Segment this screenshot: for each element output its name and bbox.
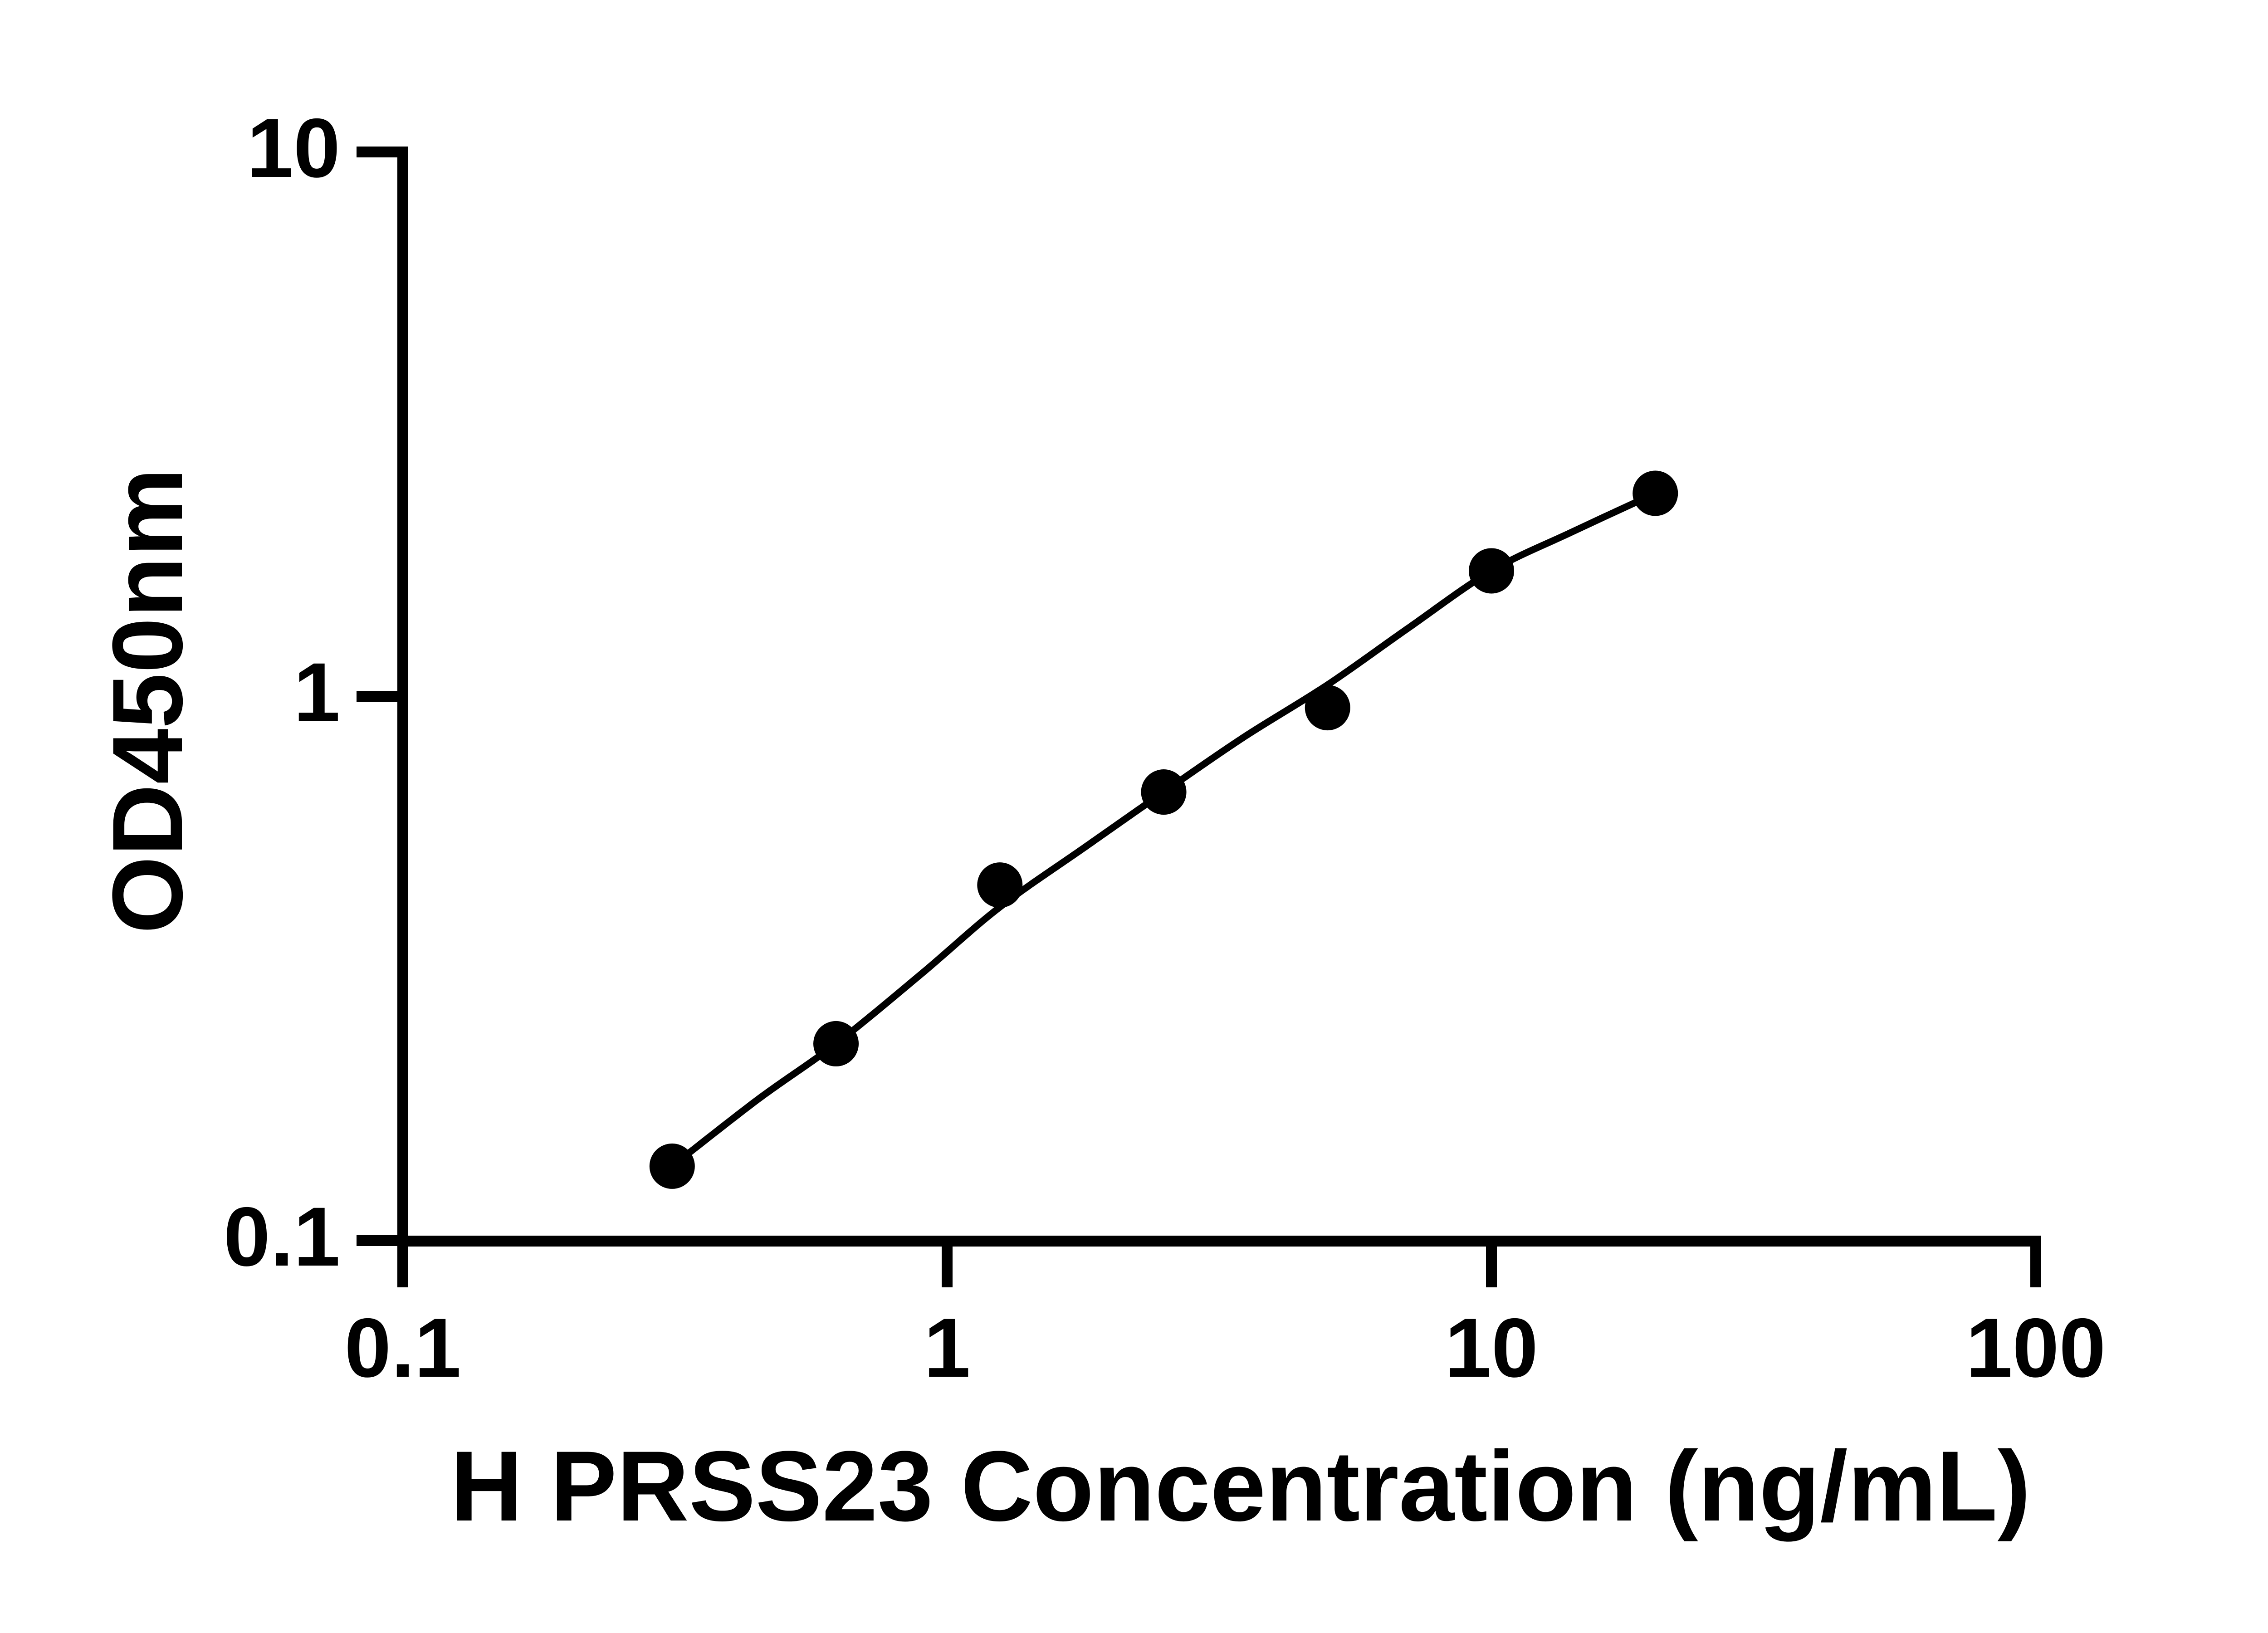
data-point-marker — [1469, 548, 1514, 594]
y-tick-label: 1 — [293, 646, 340, 739]
x-tick-mark — [942, 1247, 953, 1287]
y-tick-label: 0.1 — [223, 1190, 340, 1284]
x-tick-mark — [2030, 1247, 2041, 1287]
y-tick-mark — [357, 1235, 397, 1246]
data-point-marker — [1305, 685, 1350, 731]
y-tick-mark — [357, 691, 397, 702]
x-tick-mark — [1486, 1247, 1497, 1287]
y-tick-mark — [357, 147, 397, 157]
data-point-marker — [1141, 769, 1187, 815]
x-axis-title: H PRSS23 Concentration (ng/mL) — [450, 1430, 2031, 1542]
data-point-marker — [813, 1021, 859, 1066]
x-tick-label: 0.1 — [344, 1301, 461, 1395]
x-tick-mark — [397, 1247, 408, 1287]
x-tick-label: 100 — [1965, 1301, 2106, 1395]
y-tick-label: 10 — [247, 102, 340, 195]
x-tick-label: 10 — [1445, 1301, 1538, 1395]
x-tick-label: 1 — [924, 1301, 971, 1395]
data-point-marker — [977, 862, 1023, 908]
fit-curve-line — [669, 490, 1659, 1170]
data-point-marker — [649, 1143, 695, 1189]
data-point-marker — [1633, 470, 1678, 516]
x-axis-line — [397, 1236, 2041, 1247]
y-axis-title: OD450nm — [92, 468, 203, 934]
y-axis-line — [397, 147, 408, 1247]
